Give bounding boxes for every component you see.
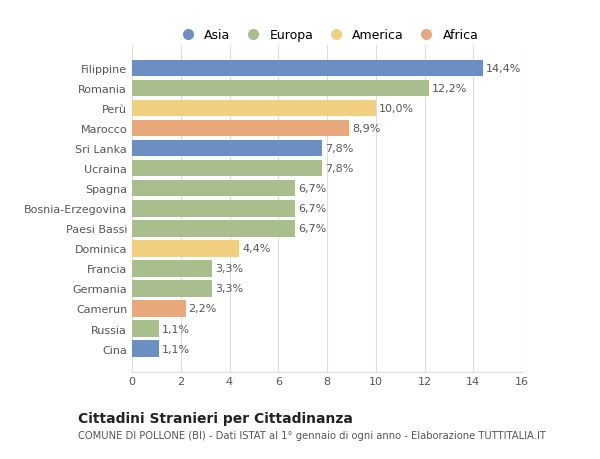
Text: 1,1%: 1,1% [162,324,190,334]
Bar [132,280,212,297]
Text: 7,8%: 7,8% [325,164,353,174]
Text: 7,8%: 7,8% [325,144,353,154]
Text: 3,3%: 3,3% [215,264,244,274]
Text: COMUNE DI POLLONE (BI) - Dati ISTAT al 1° gennaio di ogni anno - Elaborazione TU: COMUNE DI POLLONE (BI) - Dati ISTAT al 1… [78,430,546,440]
Bar [132,101,376,117]
Text: 12,2%: 12,2% [432,84,467,94]
Bar [132,121,349,137]
Text: 4,4%: 4,4% [242,244,271,254]
Bar [132,221,295,237]
Text: Cittadini Stranieri per Cittadinanza: Cittadini Stranieri per Cittadinanza [78,411,353,425]
Text: 14,4%: 14,4% [486,64,521,74]
Bar [132,81,430,97]
Bar [132,261,212,277]
Bar [132,201,295,217]
Bar [132,301,185,317]
Text: 6,7%: 6,7% [298,204,326,214]
Bar [132,181,295,197]
Text: 2,2%: 2,2% [188,304,217,314]
Text: 3,3%: 3,3% [215,284,244,294]
Bar [132,140,322,157]
Text: 8,9%: 8,9% [352,124,380,134]
Bar [132,161,322,177]
Legend: Asia, Europa, America, Africa: Asia, Europa, America, Africa [170,24,484,47]
Bar [132,61,483,77]
Bar [132,320,159,337]
Bar [132,341,159,357]
Text: 10,0%: 10,0% [379,104,414,114]
Text: 6,7%: 6,7% [298,224,326,234]
Text: 6,7%: 6,7% [298,184,326,194]
Text: 1,1%: 1,1% [162,344,190,354]
Bar [132,241,239,257]
